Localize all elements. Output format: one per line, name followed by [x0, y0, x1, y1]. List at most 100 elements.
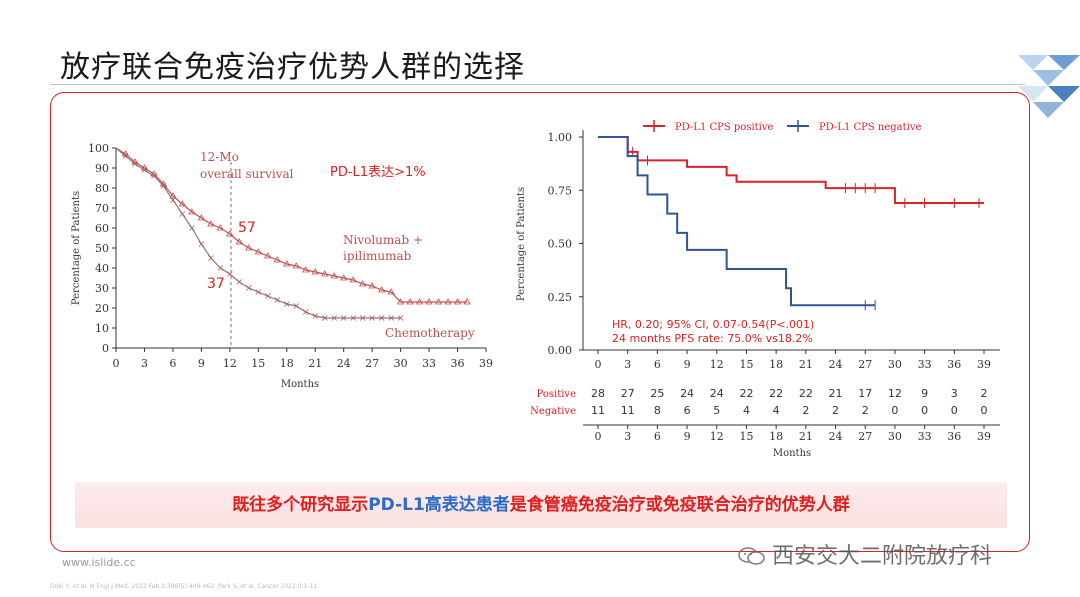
- os-chemo-point: [189, 225, 195, 231]
- risk-x-tick-label: 3: [624, 430, 631, 443]
- website-link[interactable]: www.islide.cc: [62, 556, 136, 569]
- risk-positive-count: 22: [739, 387, 753, 400]
- os-series-label-nivo-2: ipilimumab: [343, 249, 412, 263]
- os-chemo-point: [132, 161, 138, 167]
- risk-negative-count: 0: [891, 404, 898, 417]
- risk-negative-count: 11: [591, 404, 605, 417]
- os-chemo-point: [141, 167, 148, 173]
- os-annotation-37: 37: [207, 276, 225, 292]
- os-chemo-point: [359, 315, 366, 321]
- pfs-x-tick-label: 9: [684, 358, 691, 371]
- os-chemo-point: [312, 313, 319, 319]
- os-x-tick-label: 21: [308, 357, 322, 370]
- os-nivo-ipi-point: [406, 298, 414, 305]
- os-nivo-ipi-point: [226, 230, 234, 237]
- risk-positive-count: 3: [951, 387, 958, 400]
- os-chemo-point: [369, 315, 375, 321]
- corner-logo: [1018, 55, 1080, 118]
- risk-x-tick-label: 0: [595, 430, 602, 443]
- os-x-label: Months: [281, 379, 319, 390]
- risk-positive-count: 28: [591, 387, 605, 400]
- pfs-x-tick-label: 3: [624, 358, 631, 371]
- os-nivo-ipi-point: [444, 298, 452, 305]
- pfs-positive-curve: [598, 136, 984, 205]
- risk-x-tick-label: 15: [739, 430, 753, 443]
- conclusion-banner: 既往多个研究显示PD-L1高表达患者是食管癌免疫治疗或免疫联合治疗的优势人群: [75, 482, 1007, 528]
- os-x-tick-label: 36: [451, 357, 465, 370]
- os-chemo-point: [388, 315, 394, 321]
- pfs-x-tick-label: 30: [888, 358, 902, 371]
- risk-x-tick-label: 33: [918, 430, 932, 443]
- os-chemo-point: [217, 265, 224, 271]
- os-nivo-ipi-point: [245, 244, 253, 251]
- os-chemo-point: [293, 303, 300, 309]
- risk-positive-count: 24: [680, 387, 694, 400]
- pfs-x-tick-label: 36: [947, 358, 961, 371]
- pfs-x-tick-label: 15: [739, 358, 753, 371]
- os-annotation-57: 57: [238, 220, 256, 236]
- os-x-tick-label: 27: [365, 357, 379, 370]
- os-chemo-point: [321, 315, 328, 321]
- os-nivo-ipi-point: [425, 298, 433, 305]
- pfs-y-tick-label: 0.75: [548, 184, 573, 197]
- pfs-y-tick-label: 1.00: [548, 131, 573, 144]
- os-x-tick-label: 9: [198, 357, 205, 370]
- risk-x-tick-label: 9: [684, 430, 691, 443]
- risk-positive-count: 22: [799, 387, 813, 400]
- os-chemo-point: [198, 241, 205, 247]
- os-x-tick-label: 12: [223, 357, 237, 370]
- risk-negative-count: 4: [773, 404, 780, 417]
- risk-negative-count: 0: [921, 404, 928, 417]
- os-chemo-point: [350, 315, 356, 321]
- os-y-tick-label: 90: [95, 162, 109, 175]
- os-y-tick-label: 100: [88, 142, 109, 155]
- wechat-icon: [738, 547, 765, 565]
- os-nivo-ipi-point: [339, 274, 348, 281]
- os-y-tick-label: 20: [95, 302, 109, 315]
- os-nivo-ipi-point: [283, 260, 291, 267]
- os-nivo-ipi-point: [302, 266, 310, 273]
- os-nivo-ipi-point: [387, 288, 395, 295]
- os-chemo-point: [255, 289, 262, 295]
- slide-title: 放疗联合免疫治疗优势人群的选择: [60, 50, 525, 85]
- risk-positive-count: 12: [888, 387, 902, 400]
- pfs-x-tick-label: 21: [799, 358, 813, 371]
- references: Doki Y, et al. N Engl J Med. 2022 Feb 3;…: [50, 583, 318, 590]
- pfs-x-tick-label: 27: [858, 358, 872, 371]
- risk-negative-count: 2: [802, 404, 809, 417]
- os-x-tick-label: 24: [337, 357, 351, 370]
- os-x-tick-label: 18: [280, 357, 294, 370]
- os-nivo-ipi-point: [368, 282, 376, 289]
- risk-negative-count: 4: [743, 404, 750, 417]
- risk-x-tick-label: 30: [888, 430, 902, 443]
- risk-negative-count: 2: [832, 404, 839, 417]
- os-chemo-point: [378, 315, 385, 321]
- os-y-tick-label: 50: [95, 242, 109, 255]
- risk-x-tick-label: 12: [710, 430, 724, 443]
- pfs-y-label: Percentage of Patients: [516, 187, 527, 301]
- os-nivo-ipi-point: [463, 298, 471, 305]
- os-chemo-point: [208, 255, 214, 261]
- risk-x-tick-label: 18: [769, 430, 783, 443]
- risk-positive-count: 25: [650, 387, 664, 400]
- os-y-tick-label: 80: [95, 182, 109, 195]
- risk-negative-count: 0: [951, 404, 958, 417]
- risk-x-tick-label: 27: [858, 430, 872, 443]
- os-y-tick-label: 0: [102, 342, 109, 355]
- pfs-x-tick-label: 18: [769, 358, 783, 371]
- risk-positive-count: 17: [858, 387, 872, 400]
- os-chemo-point: [236, 279, 243, 285]
- os-chemo-point: [265, 293, 271, 299]
- os-nivo-ipi-point: [169, 192, 177, 199]
- os-x-tick-label: 0: [113, 357, 120, 370]
- title-divider: [50, 84, 1025, 85]
- os-chemo-point: [179, 211, 186, 217]
- os-nivo-ipi-point: [207, 220, 215, 227]
- pfs-x-tick-label: 12: [710, 358, 724, 371]
- os-nivo-ipi-point: [330, 272, 338, 279]
- os-chemo-point: [122, 153, 129, 159]
- os-nivo-ipi-point: [235, 238, 244, 245]
- watermark: 西安交大二附院放疗科: [738, 538, 992, 570]
- pfs-negative-curve: [598, 136, 876, 307]
